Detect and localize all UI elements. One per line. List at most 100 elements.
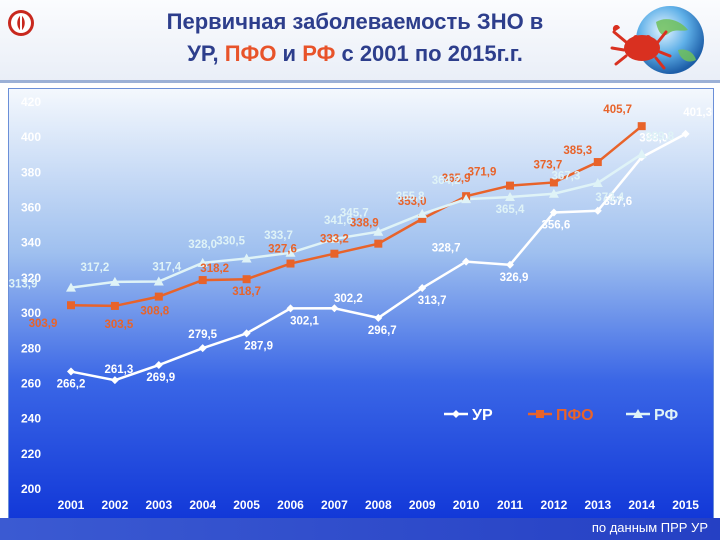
data-point-ur (462, 257, 471, 266)
legend-marker (633, 409, 643, 418)
data-point-ur (330, 304, 339, 313)
data-label: 388,0 (639, 132, 668, 144)
data-point-rf (153, 276, 164, 286)
data-point-pfo (154, 292, 163, 301)
data-point-pfo (506, 181, 514, 190)
data-point-pfo (286, 259, 295, 268)
title-line1: Первичная заболеваемость ЗНО в (166, 9, 544, 34)
data-label: 303,5 (105, 319, 134, 331)
source-note: по данным ПРР УР (591, 520, 708, 535)
data-label: 371,9 (468, 167, 497, 179)
data-point-ur (198, 344, 207, 353)
x-tick-label: 2008 (365, 498, 392, 512)
x-tick-label: 2011 (497, 498, 523, 512)
y-tick-label: 380 (21, 165, 41, 179)
data-point-rf (461, 194, 472, 204)
data-point-rf (417, 208, 428, 218)
legend-label: РФ (654, 407, 678, 424)
x-tick-label: 2015 (672, 498, 699, 512)
data-label: 341,6 (324, 215, 353, 227)
data-label: 308,8 (140, 306, 169, 318)
data-label: 302,1 (290, 315, 319, 327)
legend-label: ПФО (556, 407, 594, 424)
data-label: 333,7 (264, 230, 293, 242)
data-label: 328,0 (188, 239, 217, 251)
title-part-ur: УР, (187, 41, 225, 66)
title-part-and: и (276, 41, 303, 66)
data-label: 317,2 (81, 262, 110, 274)
y-tick-label: 280 (21, 341, 41, 355)
data-label: 313,7 (418, 295, 447, 307)
x-tick-label: 2007 (321, 498, 348, 512)
data-label: 317,4 (152, 261, 181, 273)
data-label: 364,2 (432, 175, 461, 187)
data-label: 389,8 (645, 131, 674, 143)
x-tick-label: 2003 (145, 498, 172, 512)
data-label: 327,6 (268, 244, 297, 256)
data-label: 318,7 (232, 286, 261, 298)
y-tick-label: 360 (21, 201, 41, 215)
data-point-rf (197, 257, 208, 267)
data-label: 302,2 (334, 293, 363, 305)
data-label: 405,7 (603, 104, 632, 116)
data-point-pfo (110, 301, 119, 310)
data-point-ur (286, 304, 295, 313)
data-point-rf (505, 192, 515, 202)
data-point-pfo (242, 275, 251, 284)
data-label: 367,3 (552, 171, 581, 183)
data-point-ur (67, 367, 75, 376)
y-tick-label: 240 (21, 412, 41, 426)
data-point-rf (285, 247, 296, 257)
data-point-ur (374, 313, 383, 322)
x-tick-label: 2005 (233, 498, 260, 512)
series-line-ur (70, 132, 687, 382)
data-label: 326,9 (500, 272, 529, 284)
data-point-pfo (418, 214, 427, 223)
data-label: 318,2 (200, 263, 229, 275)
title-part-rf: РФ (302, 41, 336, 66)
data-point-ur (681, 129, 690, 138)
x-tick-label: 2009 (409, 498, 436, 512)
data-label: 328,7 (432, 243, 461, 255)
y-tick-label: 220 (21, 447, 41, 461)
data-label: 333,2 (320, 234, 349, 246)
data-label: 261,3 (105, 364, 134, 376)
data-label: 355,8 (396, 191, 425, 203)
series-line-rf (70, 153, 643, 289)
x-tick-label: 2013 (584, 498, 611, 512)
y-tick-label: 400 (21, 130, 41, 144)
header (0, 0, 720, 82)
data-label: 365,4 (496, 204, 525, 216)
data-label: 401,3 (683, 107, 712, 119)
data-point-ur (242, 329, 251, 338)
x-tick-label: 2006 (277, 498, 304, 512)
header-divider (0, 80, 720, 83)
data-label: 353,0 (398, 196, 427, 208)
emblem-icon (8, 10, 34, 36)
data-label: 373,7 (534, 159, 563, 171)
data-point-pfo (593, 158, 602, 167)
data-point-ur (506, 260, 514, 269)
data-point-rf (548, 188, 559, 198)
data-point-ur (154, 361, 163, 370)
data-point-ur (593, 206, 602, 215)
data-label: 279,5 (188, 329, 217, 341)
data-point-rf (373, 226, 384, 236)
x-tick-label: 2012 (541, 498, 568, 512)
y-tick-label: 320 (21, 271, 41, 285)
data-label: 313,9 (9, 279, 38, 291)
x-tick-label: 2010 (453, 498, 480, 512)
series-line-pfo (70, 125, 643, 308)
data-point-pfo (330, 249, 339, 258)
x-tick-label: 2004 (189, 498, 216, 512)
data-point-ur (110, 376, 119, 385)
data-point-rf (592, 177, 603, 187)
data-label: 385,3 (563, 145, 592, 157)
y-tick-label: 200 (21, 482, 41, 496)
data-point-pfo (549, 178, 558, 187)
x-tick-label: 2001 (58, 498, 85, 512)
data-label: 356,6 (542, 220, 571, 232)
data-point-pfo (198, 276, 207, 285)
